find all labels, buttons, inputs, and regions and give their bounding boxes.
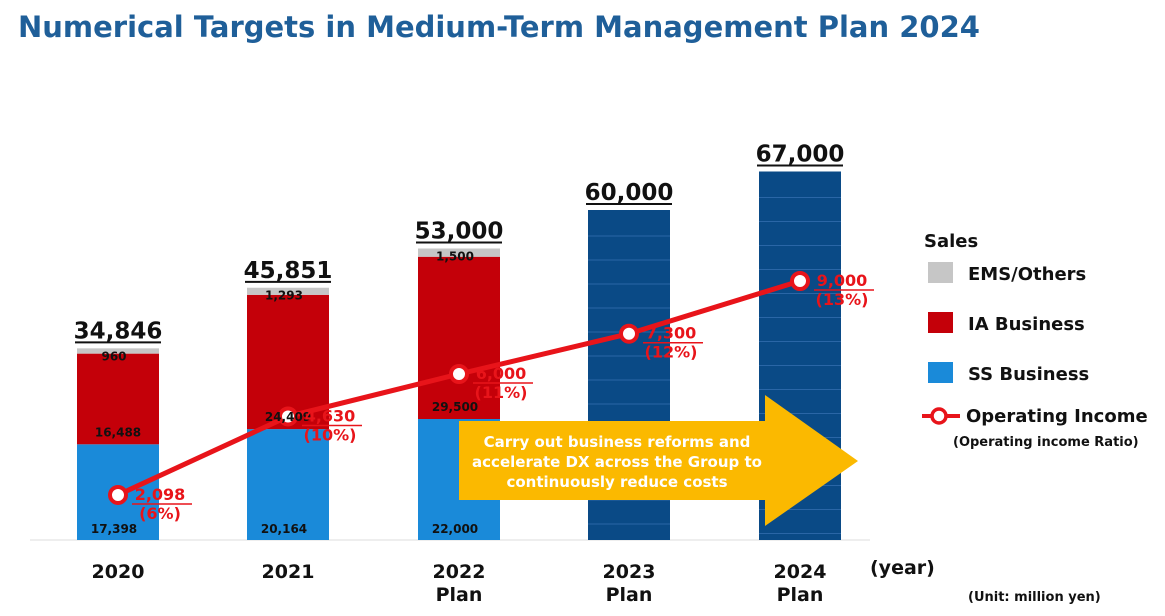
label-ia-2021: 24,409 (265, 410, 311, 424)
oi-value-2020: 2,098 (135, 485, 186, 504)
category-label-2023: 2023 (603, 561, 656, 583)
category-label-2022: 2022 (433, 561, 486, 583)
label-ia-2022: 29,500 (432, 400, 478, 414)
category-label-2022-plan: Plan (436, 584, 483, 606)
unit-note: (Unit: million yen) (968, 590, 1101, 605)
total-label-2024: 67,000 (756, 142, 845, 168)
operating-income-point-2020 (108, 484, 128, 505)
total-label-2022: 53,000 (415, 219, 504, 245)
category-label-2024-plan: Plan (777, 584, 824, 606)
bar-segment-ia-business-2020 (77, 353, 159, 445)
legend-label-ia-business: IA Business (968, 314, 1085, 335)
oi-value-2024: 9,000 (817, 271, 868, 290)
annotation-layer: Carry out business reforms and accelerate… (459, 395, 858, 526)
total-label-2020: 34,846 (74, 318, 163, 344)
arrow-text-line: Carry out business reforms and (484, 433, 751, 451)
operating-income-point-2024 (790, 271, 810, 291)
oi-ratio-2024: (13%) (816, 290, 869, 309)
bar-segment-ems-others-2022 (418, 248, 500, 257)
bar-segment-ss-business-2021 (247, 429, 329, 540)
category-label-2020: 2020 (92, 561, 145, 583)
legend-label-ss-business: SS Business (968, 364, 1089, 385)
arrow-text-line: accelerate DX across the Group to (472, 453, 762, 471)
oi-ratio-2022: (11%) (475, 383, 528, 402)
label-ia-2020: 16,488 (95, 425, 141, 439)
label-ss-2021: 20,164 (261, 522, 307, 536)
legend-line-marker (930, 407, 948, 425)
labels-layer: 17,398 16,488 960 34,846 2020 20,164 24,409 1,2… (74, 142, 1101, 607)
operating-income-layer (108, 271, 810, 505)
category-label-2024: 2024 (774, 561, 827, 583)
arrow-text-line: continuously reduce costs (506, 473, 727, 491)
label-ems-2021: 1,293 (265, 289, 303, 303)
legend-label-ems-others: EMS/Others (968, 264, 1086, 285)
legend-label-operating-income-ratio: (Operating income Ratio) (953, 435, 1139, 450)
bar-segment-ia-business-2022 (418, 256, 500, 419)
operating-income-point-2023 (619, 323, 639, 344)
operating-income-point-2021 (278, 406, 298, 427)
legend-swatch-ss-business (928, 362, 953, 383)
oi-ratio-2023: (12%) (645, 343, 698, 362)
legend-heading: Sales (924, 231, 978, 252)
category-label-2023-plan: Plan (606, 584, 653, 606)
bar-segment-ems-others-2020 (77, 348, 159, 354)
oi-ratio-2020: (6%) (139, 504, 181, 523)
legend-label-operating-income: Operating Income (966, 406, 1148, 427)
total-label-2021: 45,851 (244, 258, 333, 284)
operating-income-point-2022 (449, 364, 469, 384)
oi-value-2022: 6,000 (476, 364, 527, 383)
oi-value-2023: 7,300 (646, 324, 697, 343)
label-ems-2022: 1,500 (436, 250, 474, 264)
cost-reduction-arrow (459, 395, 858, 526)
legend-swatch-ems-others (928, 262, 953, 283)
x-axis-label: (year) (870, 557, 935, 579)
oi-value-2021: 4,630 (305, 406, 356, 425)
legend: Sales EMS/Others IA Business SS Business Ope… (922, 231, 1148, 450)
page-title: Numerical Targets in Medium-Term Managem… (18, 10, 980, 44)
label-ss-2020: 17,398 (91, 522, 137, 536)
legend-swatch-ia-business (928, 312, 953, 333)
bar-segment-ems-others-2021 (247, 287, 329, 295)
label-ss-2022: 22,000 (432, 522, 478, 536)
oi-ratio-2021: (10%) (304, 425, 357, 444)
label-ems-2020: 960 (101, 349, 126, 363)
total-label-2023: 60,000 (585, 180, 674, 206)
category-label-2021: 2021 (262, 561, 315, 583)
